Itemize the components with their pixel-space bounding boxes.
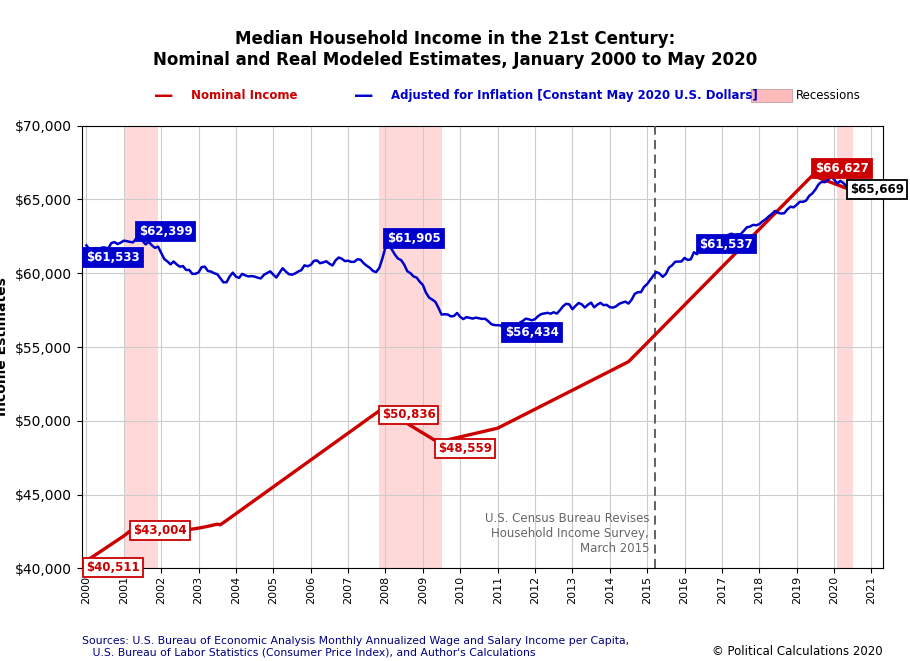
Text: $66,627: $66,627: [815, 163, 869, 175]
Bar: [837, 126, 853, 568]
Y-axis label: Income Estimates: Income Estimates: [0, 278, 9, 416]
Text: $43,004: $43,004: [133, 524, 187, 537]
Text: Recessions: Recessions: [796, 89, 861, 102]
Text: —: —: [154, 87, 174, 105]
Bar: [379, 126, 441, 568]
Text: $48,559: $48,559: [438, 442, 491, 455]
Text: $62,399: $62,399: [138, 225, 193, 238]
Text: $61,533: $61,533: [86, 251, 140, 264]
Text: $56,434: $56,434: [505, 326, 559, 339]
Text: $61,905: $61,905: [388, 232, 441, 245]
Text: Median Household Income in the 21st Century:
Nominal and Real Modeled Estimates,: Median Household Income in the 21st Cent…: [153, 30, 757, 69]
Text: $61,537: $61,537: [700, 237, 753, 251]
Text: $50,836: $50,836: [381, 408, 436, 422]
Text: $65,669: $65,669: [850, 183, 904, 196]
Bar: [124, 126, 158, 568]
Text: Nominal Income: Nominal Income: [191, 89, 298, 102]
Text: Sources: U.S. Bureau of Economic Analysis Monthly Annualized Wage and Salary Inc: Sources: U.S. Bureau of Economic Analysi…: [82, 636, 629, 658]
Text: Adjusted for Inflation [Constant May 2020 U.S. Dollars]: Adjusted for Inflation [Constant May 202…: [391, 89, 758, 102]
Text: U.S. Census Bureau Revises
Household Income Survey,
March 2015: U.S. Census Bureau Revises Household Inc…: [484, 512, 649, 555]
Text: —: —: [354, 87, 374, 105]
Text: $40,511: $40,511: [86, 561, 140, 574]
Text: © Political Calculations 2020: © Political Calculations 2020: [712, 644, 883, 658]
